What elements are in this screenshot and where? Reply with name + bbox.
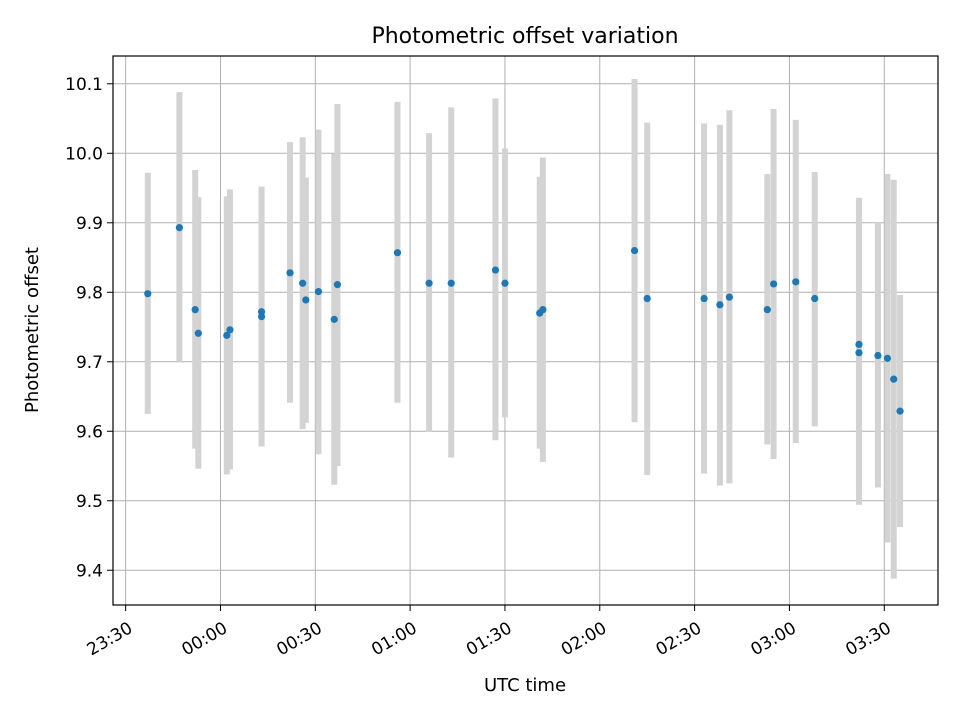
data-point bbox=[725, 293, 733, 301]
data-point bbox=[191, 306, 199, 314]
y-tick-label: 9.4 bbox=[76, 561, 103, 581]
data-point bbox=[792, 278, 800, 286]
data-point bbox=[302, 296, 310, 304]
chart-title: Photometric offset variation bbox=[371, 24, 678, 49]
y-tick-label: 9.8 bbox=[76, 283, 103, 303]
data-point bbox=[223, 331, 231, 339]
data-point bbox=[330, 315, 338, 323]
y-tick-label: 9.7 bbox=[76, 353, 103, 373]
data-point bbox=[257, 313, 266, 321]
data-point bbox=[716, 301, 724, 309]
data-point bbox=[393, 249, 402, 257]
data-point bbox=[144, 290, 152, 298]
data-point bbox=[447, 279, 455, 287]
data-points bbox=[144, 224, 904, 415]
data-point bbox=[643, 294, 651, 303]
y-axis-title: Photometric offset bbox=[22, 247, 43, 413]
grid bbox=[113, 56, 938, 605]
y-tick-label: 9.9 bbox=[76, 214, 103, 234]
data-point bbox=[226, 326, 234, 334]
data-point bbox=[855, 349, 863, 357]
data-point bbox=[883, 354, 892, 362]
data-point bbox=[700, 294, 708, 303]
data-point bbox=[770, 280, 778, 288]
data-point bbox=[286, 269, 294, 277]
plot-frame bbox=[112, 55, 939, 606]
data-point bbox=[811, 294, 819, 303]
y-tick-label: 10.1 bbox=[65, 75, 103, 95]
data-point bbox=[299, 279, 307, 287]
data-point bbox=[175, 224, 183, 232]
x-axis-title: UTC time bbox=[484, 675, 566, 696]
data-point bbox=[896, 407, 904, 415]
data-point bbox=[763, 306, 771, 314]
data-point bbox=[194, 329, 202, 337]
data-point bbox=[539, 306, 547, 314]
data-point bbox=[855, 340, 863, 348]
data-point bbox=[501, 279, 509, 287]
y-tick-label: 10.0 bbox=[65, 144, 103, 164]
data-point bbox=[314, 287, 323, 296]
data-point bbox=[491, 266, 500, 274]
y-tick-label: 9.6 bbox=[76, 422, 103, 442]
data-point bbox=[333, 281, 342, 289]
data-point bbox=[425, 279, 433, 287]
plot-area bbox=[113, 56, 938, 605]
data-point bbox=[890, 375, 898, 383]
data-point bbox=[874, 351, 882, 360]
y-tick-label: 9.5 bbox=[76, 492, 103, 512]
data-point bbox=[630, 246, 639, 255]
